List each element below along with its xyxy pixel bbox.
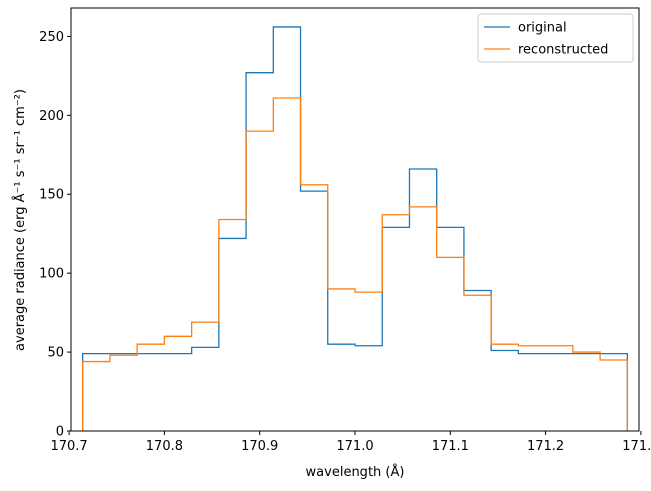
x-axis-title: wavelength (Å) [306,464,405,480]
series-layer [81,26,629,431]
y-tick-label: 50 [47,346,64,361]
y-tick-label: 100 [39,267,64,282]
x-tick-label: 170.7 [50,439,87,454]
series-line-1 [81,97,629,431]
legend: original reconstructed [477,13,634,63]
legend-label-1: reconstructed [518,43,608,58]
legend-label-0: original [518,21,567,36]
y-tick-label: 0 [56,425,64,440]
x-tick-label: 170.8 [146,439,183,454]
y-tick-label: 200 [39,109,64,124]
x-tick-label: 171.2 [527,439,564,454]
legend-box [477,13,634,63]
x-tick-label: 171.0 [336,439,373,454]
y-tick-label: 150 [39,188,64,203]
x-tick-label: 170.9 [241,439,278,454]
y-axis-title: average radiance (erg Å⁻¹ s⁻¹ sr⁻¹ cm⁻²) [12,89,28,351]
series-line-0 [81,26,629,431]
x-tick-label: 171.3 [622,439,651,454]
axes-layer: 170.7 170.8 170.9 171.0 171.1 171.2 171.3 0 50 10… [39,7,651,454]
y-tick-label: 250 [39,30,64,45]
x-tick-label: 171.1 [432,439,469,454]
